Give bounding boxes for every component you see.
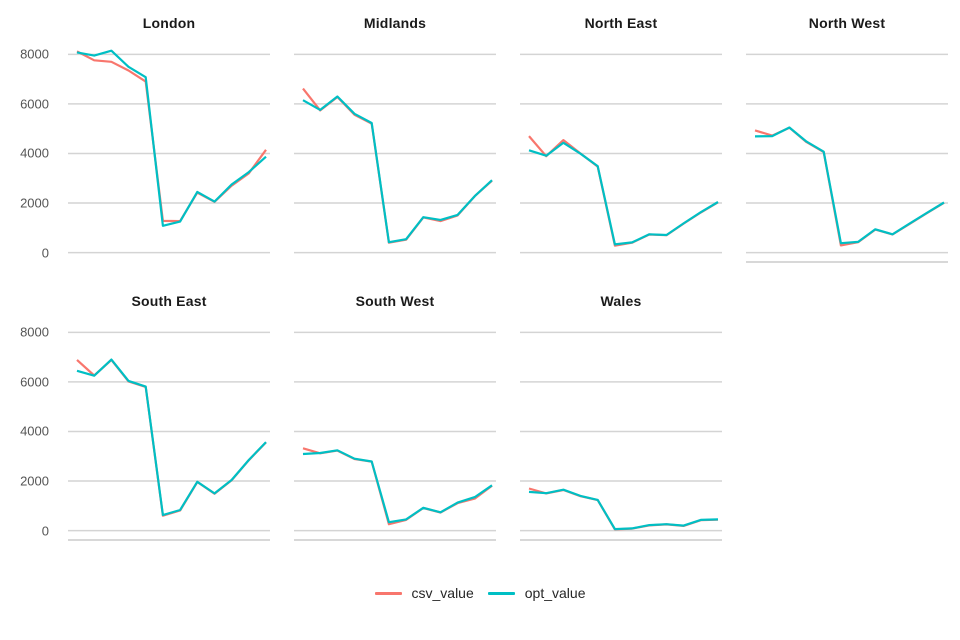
y-axis-tick-label: 8000 (20, 324, 49, 340)
y-axis-tick-label: 2000 (20, 195, 49, 211)
opt-value-line (76, 358, 267, 517)
legend-item-csv-value: csv_value (374, 585, 474, 601)
y-axis-tick-label: 6000 (20, 96, 49, 112)
facet-plot-area (746, 53, 948, 263)
facet-plot-area (294, 331, 496, 541)
facet-title: North West (808, 15, 886, 31)
facet-panel: South West (282, 284, 508, 541)
facet-title: South East (131, 293, 207, 309)
y-axis-top-row: 0 2000 4000 6000 8000 (0, 6, 56, 263)
y-axis-tick-label: 8000 (20, 46, 49, 62)
chart-legend: csv_value opt_value (0, 585, 960, 601)
y-axis-bottom-row: 0 2000 4000 6000 8000 (0, 284, 56, 541)
legend-item-opt-value: opt_value (487, 585, 586, 601)
facet-plot-area (68, 331, 270, 541)
csv-value-line (76, 358, 267, 517)
legend-label-opt-value: opt_value (524, 585, 586, 601)
facet-plot-area (520, 331, 722, 541)
csv-value-line (528, 135, 719, 247)
facet-plot-area (294, 53, 496, 254)
y-axis-tick-label: 0 (41, 245, 49, 261)
opt-value-line (76, 49, 267, 227)
y-axis-tick-label: 4000 (20, 145, 49, 161)
facet-panel: South East (56, 284, 282, 541)
opt-value-line (528, 141, 719, 246)
facet-grid: 0 2000 4000 6000 8000 London Midlands North Eas… (0, 6, 960, 541)
csv-value-line (76, 50, 267, 223)
y-axis-tick-label: 4000 (20, 423, 49, 439)
opt-value-line (528, 488, 719, 531)
facet-title: Midlands (363, 15, 427, 31)
facet-panel: North East (508, 6, 734, 263)
opt-value-line-key-icon (487, 591, 515, 595)
facet-title: London (142, 15, 196, 31)
facet-panel: London (56, 6, 282, 263)
csv-value-line (302, 447, 493, 526)
y-axis-tick-label: 6000 (20, 374, 49, 390)
y-axis-tick-label: 2000 (20, 473, 49, 489)
facet-plot-area (68, 49, 270, 254)
opt-value-line (302, 449, 493, 524)
csv-value-line (754, 126, 945, 247)
opt-value-line (754, 126, 945, 245)
csv-value-line (302, 87, 493, 244)
legend-label-csv-value: csv_value (411, 585, 474, 601)
opt-value-line (302, 95, 493, 244)
facet-panel: Wales (508, 284, 734, 541)
facet-title: North East (584, 15, 658, 31)
y-axis-tick-label: 0 (41, 523, 49, 539)
facet-panel: Midlands (282, 6, 508, 263)
facet-panel: North West (734, 6, 960, 263)
csv-value-line-key-icon (374, 591, 402, 595)
facet-title: South West (355, 293, 435, 309)
facet-plot-area (520, 53, 722, 254)
facet-title: Wales (600, 293, 642, 309)
